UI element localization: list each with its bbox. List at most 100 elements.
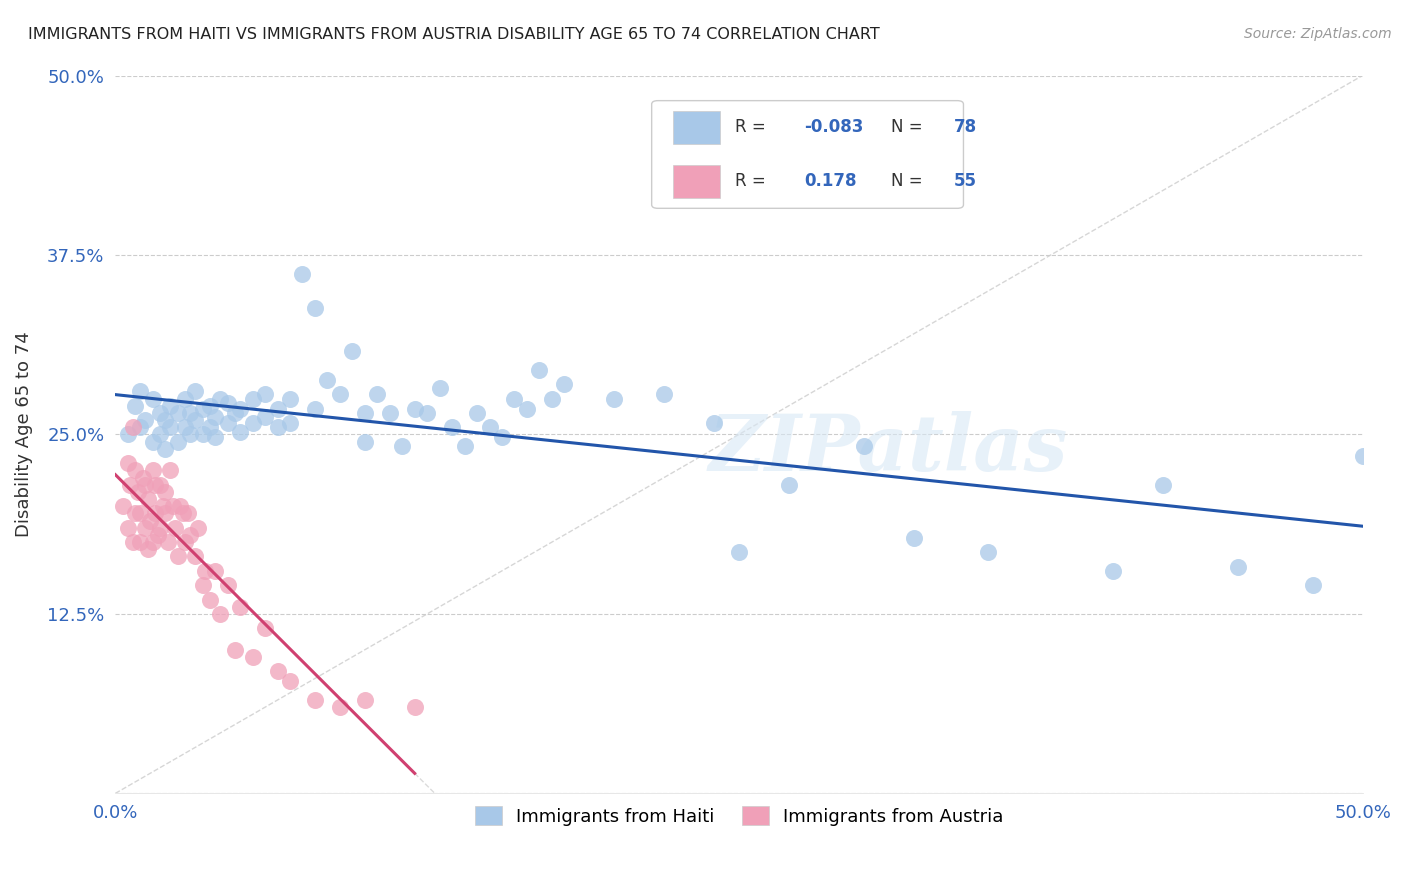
Point	[155, 413, 177, 427]
Point	[204, 430, 226, 444]
Point	[198, 592, 221, 607]
Point	[728, 545, 751, 559]
Point	[266, 401, 288, 416]
Point	[124, 399, 146, 413]
Point	[166, 434, 188, 449]
Point	[491, 430, 513, 444]
Point	[187, 521, 209, 535]
Point	[165, 521, 187, 535]
Point	[184, 413, 207, 427]
Point	[316, 373, 339, 387]
Point	[217, 578, 239, 592]
Point	[224, 642, 246, 657]
Point	[162, 500, 184, 514]
Point	[266, 420, 288, 434]
Text: 78: 78	[953, 119, 977, 136]
Point	[198, 399, 221, 413]
Point	[191, 578, 214, 592]
Point	[353, 693, 375, 707]
Point	[366, 387, 388, 401]
Point	[139, 514, 162, 528]
FancyBboxPatch shape	[673, 165, 720, 197]
Point	[278, 416, 301, 430]
Text: 55: 55	[953, 172, 977, 190]
Text: R =: R =	[735, 119, 772, 136]
Point	[166, 549, 188, 564]
Text: N =: N =	[891, 119, 928, 136]
Point	[142, 434, 165, 449]
Point	[703, 416, 725, 430]
Point	[156, 535, 179, 549]
Point	[172, 507, 194, 521]
Point	[1102, 564, 1125, 578]
Point	[217, 396, 239, 410]
Point	[174, 535, 197, 549]
FancyBboxPatch shape	[651, 101, 963, 209]
Point	[652, 387, 675, 401]
Text: R =: R =	[735, 172, 772, 190]
Point	[149, 521, 172, 535]
Point	[129, 535, 152, 549]
Text: ZIPatlas: ZIPatlas	[709, 410, 1069, 487]
Point	[278, 392, 301, 406]
Point	[429, 382, 451, 396]
Point	[209, 607, 232, 621]
Point	[229, 425, 252, 439]
Point	[852, 439, 875, 453]
Point	[136, 542, 159, 557]
Point	[179, 528, 201, 542]
Point	[254, 621, 277, 635]
Point	[229, 401, 252, 416]
Point	[149, 477, 172, 491]
Point	[159, 420, 181, 434]
Point	[291, 267, 314, 281]
Point	[155, 442, 177, 456]
Point	[166, 406, 188, 420]
Point	[152, 500, 174, 514]
Point	[217, 416, 239, 430]
Point	[404, 401, 426, 416]
Point	[142, 463, 165, 477]
Point	[1152, 477, 1174, 491]
Point	[179, 406, 201, 420]
Point	[169, 500, 191, 514]
Point	[149, 427, 172, 442]
Point	[132, 470, 155, 484]
Point	[224, 406, 246, 420]
Point	[142, 535, 165, 549]
Point	[155, 507, 177, 521]
Point	[129, 384, 152, 399]
Point	[129, 420, 152, 434]
Point	[903, 531, 925, 545]
Point	[304, 693, 326, 707]
Point	[329, 700, 352, 714]
Point	[191, 427, 214, 442]
Point	[1351, 449, 1374, 463]
Point	[541, 392, 564, 406]
Point	[304, 401, 326, 416]
Point	[143, 477, 166, 491]
Point	[1226, 559, 1249, 574]
Point	[391, 439, 413, 453]
Text: IMMIGRANTS FROM HAITI VS IMMIGRANTS FROM AUSTRIA DISABILITY AGE 65 TO 74 CORRELA: IMMIGRANTS FROM HAITI VS IMMIGRANTS FROM…	[28, 27, 880, 42]
Point	[121, 535, 143, 549]
Text: Source: ZipAtlas.com: Source: ZipAtlas.com	[1244, 27, 1392, 41]
Point	[149, 406, 172, 420]
Y-axis label: Disability Age 65 to 74: Disability Age 65 to 74	[15, 332, 32, 537]
Point	[342, 344, 364, 359]
Point	[977, 545, 1000, 559]
Point	[174, 420, 197, 434]
Point	[529, 363, 551, 377]
Point	[134, 413, 156, 427]
Text: 0.178: 0.178	[804, 172, 856, 190]
Point	[142, 392, 165, 406]
Point	[134, 521, 156, 535]
Point	[441, 420, 464, 434]
Text: -0.083: -0.083	[804, 119, 863, 136]
Point	[204, 564, 226, 578]
Point	[204, 410, 226, 425]
Point	[478, 420, 501, 434]
Point	[254, 410, 277, 425]
Point	[120, 477, 142, 491]
Point	[353, 434, 375, 449]
